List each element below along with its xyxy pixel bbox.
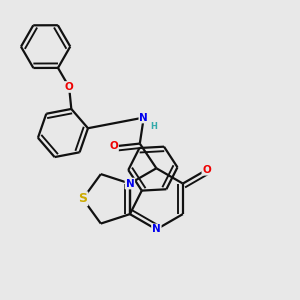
Text: N: N (152, 224, 161, 234)
Text: N: N (125, 178, 134, 188)
Text: O: O (202, 165, 211, 175)
Text: S: S (78, 192, 87, 205)
Text: H: H (151, 122, 158, 130)
Text: N: N (140, 112, 148, 122)
Text: O: O (109, 141, 118, 152)
Text: O: O (65, 82, 74, 92)
